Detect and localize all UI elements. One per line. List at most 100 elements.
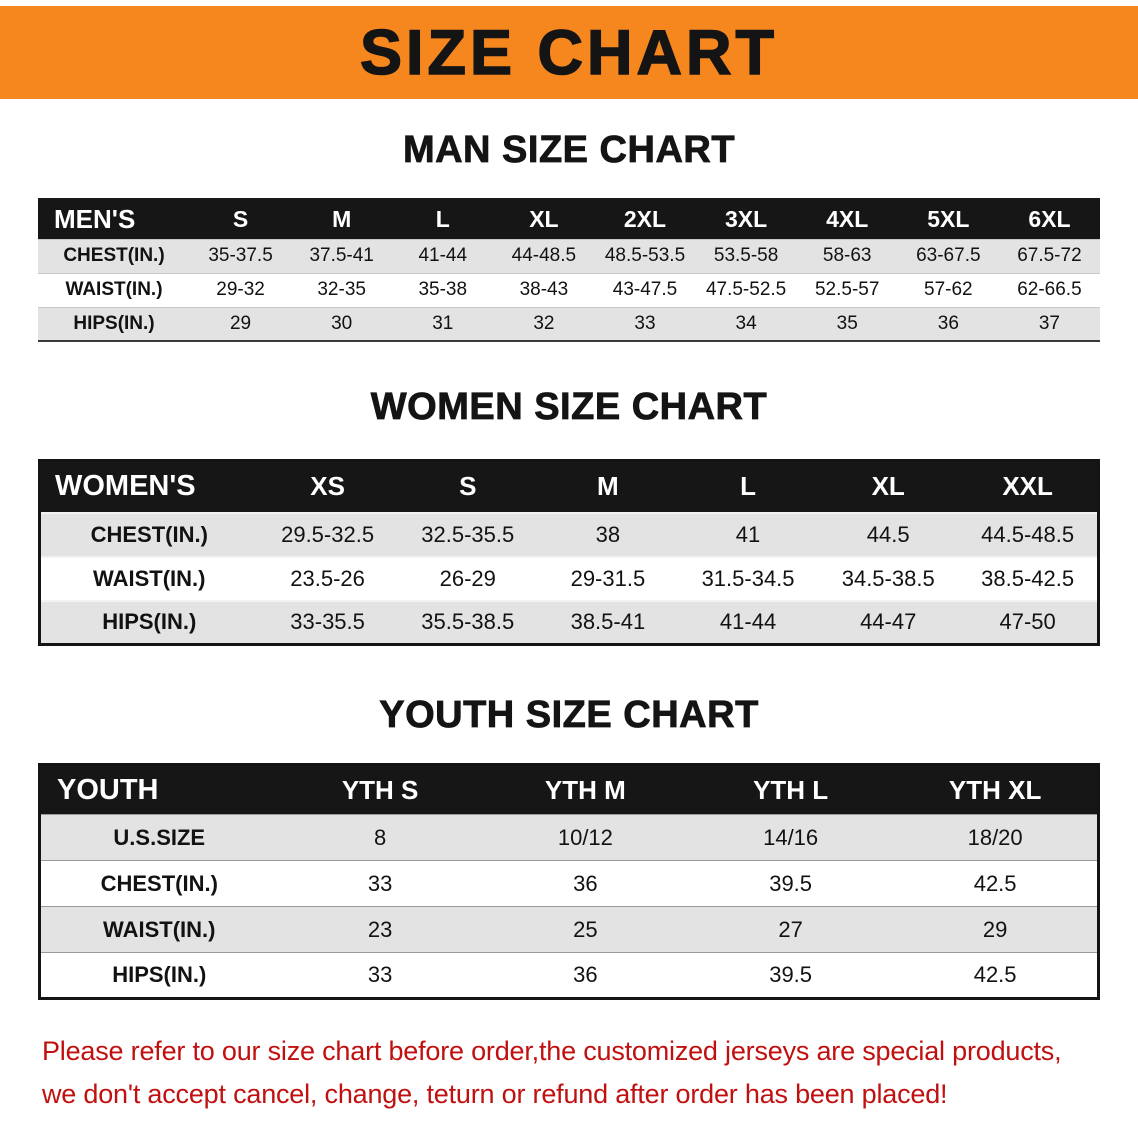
size-value: 47.5-52.5 [695,272,797,307]
header-row: YOUTH YTH S YTH M YTH L YTH XL [39,764,1099,815]
row-label: HIPS(IN.) [39,952,278,999]
size-value: 63-67.5 [897,238,999,273]
size-chart-banner: SIZE CHART [0,6,1138,99]
header-row: MEN'S S M L XL 2XL 3XL 4XL 5XL 6XL [38,199,1100,239]
size-value: 32 [493,306,595,341]
size-value: 25 [482,906,688,953]
size-value: 39.5 [688,860,894,907]
youth-size-table: YOUTH YTH S YTH M YTH L YTH XL U.S.SIZE 8 10/12… [38,763,1100,1000]
size-value: 52.5-57 [796,272,898,307]
size-column-header: M [291,199,393,239]
size-column-header: XL [818,460,959,513]
size-value: 35 [796,306,898,341]
men-size-section: MAN SIZE CHART MEN'S S M L XL 2XL 3XL 4XL 5XL 6XL… [0,129,1138,342]
size-column-header: XS [257,460,398,513]
measurement-row: HIPS(IN.) 29 30 31 32 33 34 35 36 37 [38,306,1100,341]
size-column-header: XL [493,199,595,239]
size-value: 44.5-48.5 [958,511,1099,557]
size-column-header: M [537,460,678,513]
size-value: 36 [897,306,999,341]
size-value: 41-44 [677,599,819,645]
size-column-header: XXL [958,460,1099,513]
size-column-header: L [677,460,819,513]
size-value: 35-38 [392,272,494,307]
size-value: 38.5-42.5 [958,555,1099,601]
size-value: 41 [677,511,819,557]
size-column-header: S [397,460,538,513]
size-value: 8 [277,814,483,861]
size-value: 44-48.5 [493,238,595,273]
measurement-row: CHEST(IN.) 29.5-32.5 32.5-35.5 38 41 44.5 44.5… [39,511,1099,557]
size-value: 18/20 [893,814,1099,861]
measurement-row: WAIST(IN.) 23 25 27 29 [39,906,1099,953]
measurement-row: HIPS(IN.) 33-35.5 35.5-38.5 38.5-41 41-44 44-… [39,599,1099,645]
size-column-header: 4XL [796,199,898,239]
size-value: 33 [277,860,483,907]
size-value: 36 [482,952,688,999]
corner-label: YOUTH [39,764,278,815]
measurement-row: WAIST(IN.) 23.5-26 26-29 29-31.5 31.5-34.5 34… [39,555,1099,601]
size-value: 62-66.5 [998,272,1100,307]
size-value: 32-35 [291,272,393,307]
size-value: 38 [537,511,678,557]
size-value: 53.5-58 [695,238,797,273]
size-value: 41-44 [392,238,494,273]
size-value: 33 [594,306,696,341]
size-value: 35-37.5 [190,238,292,273]
size-value: 37.5-41 [291,238,393,273]
size-value: 23 [277,906,483,953]
size-value: 38-43 [493,272,595,307]
size-value: 44-47 [818,599,959,645]
row-label: CHEST(IN.) [38,238,190,273]
women-size-section: WOMEN SIZE CHART WOMEN'S XS S M L XL XXL CHEST(… [0,386,1138,646]
size-value: 29.5-32.5 [257,511,398,557]
size-value: 39.5 [688,952,894,999]
size-value: 42.5 [893,952,1099,999]
row-label: HIPS(IN.) [39,599,258,645]
size-value: 29 [893,906,1099,953]
size-value: 31 [392,306,494,341]
banner-title: SIZE CHART [359,17,778,89]
size-value: 14/16 [688,814,894,861]
size-value: 36 [482,860,688,907]
size-column-header: 3XL [695,199,797,239]
size-value: 44.5 [818,511,959,557]
size-value: 29-31.5 [537,555,678,601]
size-value: 67.5-72 [998,238,1100,273]
row-label: CHEST(IN.) [39,860,278,907]
size-value: 33 [277,952,483,999]
youth-chart-heading: YOUTH SIZE CHART [379,694,759,737]
size-value: 42.5 [893,860,1099,907]
size-value: 43-47.5 [594,272,696,307]
header-row: WOMEN'S XS S M L XL XXL [39,460,1099,513]
size-value: 31.5-34.5 [677,555,819,601]
men-size-table: MEN'S S M L XL 2XL 3XL 4XL 5XL 6XL CHEST(IN.) 35-37… [38,198,1100,342]
size-value: 29-32 [190,272,292,307]
size-column-header: 6XL [998,199,1100,239]
disclaimer-line-2: we don't accept cancel, change, teturn o… [42,1079,948,1110]
measurement-row: CHEST(IN.) 35-37.5 37.5-41 41-44 44-48.5 48.5… [38,238,1100,273]
women-chart-heading: WOMEN SIZE CHART [370,386,768,429]
size-value: 37 [998,306,1100,341]
measurement-row: WAIST(IN.) 29-32 32-35 35-38 38-43 43-47.5 47.… [38,272,1100,307]
row-label: CHEST(IN.) [39,511,258,557]
size-value: 57-62 [897,272,999,307]
size-column-header: YTH M [482,764,688,815]
size-value: 32.5-35.5 [397,511,538,557]
size-value: 58-63 [796,238,898,273]
size-value: 34 [695,306,797,341]
size-column-header: S [190,199,292,239]
size-column-header: 5XL [897,199,999,239]
row-label: HIPS(IN.) [38,306,190,341]
row-label: WAIST(IN.) [38,272,190,307]
size-value: 30 [291,306,393,341]
measurement-row: CHEST(IN.) 33 36 39.5 42.5 [39,860,1099,907]
youth-size-section: YOUTH SIZE CHART YOUTH YTH S YTH M YTH L YTH… [0,694,1138,1000]
women-size-table: WOMEN'S XS S M L XL XXL CHEST(IN.) 29.5-32.5 32.5… [38,459,1100,646]
corner-label: MEN'S [38,199,190,239]
size-column-header: 2XL [594,199,696,239]
size-column-header: YTH S [277,764,483,815]
size-value: 34.5-38.5 [818,555,959,601]
size-column-header: YTH L [688,764,894,815]
